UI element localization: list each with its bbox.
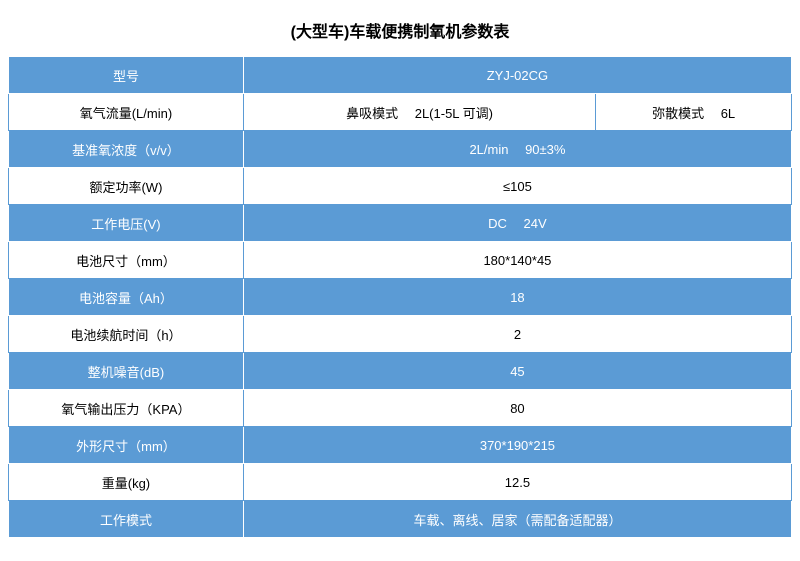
table-row: 工作电压(V)DC 24V: [9, 205, 792, 242]
table-row: 氧气流量(L/min)鼻吸模式 2L(1-5L 可调)弥散模式 6L: [9, 94, 792, 131]
row-value: ZYJ-02CG: [243, 57, 791, 94]
table-row: 额定功率(W)≤105: [9, 168, 792, 205]
row-value: 45: [243, 353, 791, 390]
row-label: 工作电压(V): [9, 205, 244, 242]
row-label: 工作模式: [9, 501, 244, 538]
spec-table: 型号ZYJ-02CG氧气流量(L/min)鼻吸模式 2L(1-5L 可调)弥散模…: [8, 56, 792, 538]
row-value: 18: [243, 279, 791, 316]
row-label: 氧气流量(L/min): [9, 94, 244, 131]
table-row: 工作模式车载、离线、居家（需配备适配器）: [9, 501, 792, 538]
table-row: 电池容量（Ah）18: [9, 279, 792, 316]
row-value: 12.5: [243, 464, 791, 501]
table-row: 电池续航时间（h）2: [9, 316, 792, 353]
row-value: 2L/min 90±3%: [243, 131, 791, 168]
row-label: 重量(kg): [9, 464, 244, 501]
row-label: 电池容量（Ah）: [9, 279, 244, 316]
row-label: 氧气输出压力（KPA）: [9, 390, 244, 427]
row-label: 基准氧浓度（v/v）: [9, 131, 244, 168]
row-value-right: 弥散模式 6L: [596, 94, 792, 131]
row-value: 180*140*45: [243, 242, 791, 279]
table-title: (大型车)车载便携制氧机参数表: [8, 8, 792, 56]
row-label: 电池续航时间（h）: [9, 316, 244, 353]
row-value: ≤105: [243, 168, 791, 205]
table-row: 整机噪音(dB)45: [9, 353, 792, 390]
table-row: 基准氧浓度（v/v）2L/min 90±3%: [9, 131, 792, 168]
row-label: 电池尺寸（mm）: [9, 242, 244, 279]
row-value: DC 24V: [243, 205, 791, 242]
table-row: 重量(kg)12.5: [9, 464, 792, 501]
table-row: 氧气输出压力（KPA）80: [9, 390, 792, 427]
row-value: 车载、离线、居家（需配备适配器）: [243, 501, 791, 538]
row-value: 370*190*215: [243, 427, 791, 464]
table-row: 型号ZYJ-02CG: [9, 57, 792, 94]
table-row: 外形尺寸（mm）370*190*215: [9, 427, 792, 464]
row-value: 2: [243, 316, 791, 353]
table-row: 电池尺寸（mm）180*140*45: [9, 242, 792, 279]
row-label: 整机噪音(dB): [9, 353, 244, 390]
row-label: 外形尺寸（mm）: [9, 427, 244, 464]
row-value: 80: [243, 390, 791, 427]
row-label: 额定功率(W): [9, 168, 244, 205]
row-label: 型号: [9, 57, 244, 94]
row-value-mid: 鼻吸模式 2L(1-5L 可调): [243, 94, 595, 131]
